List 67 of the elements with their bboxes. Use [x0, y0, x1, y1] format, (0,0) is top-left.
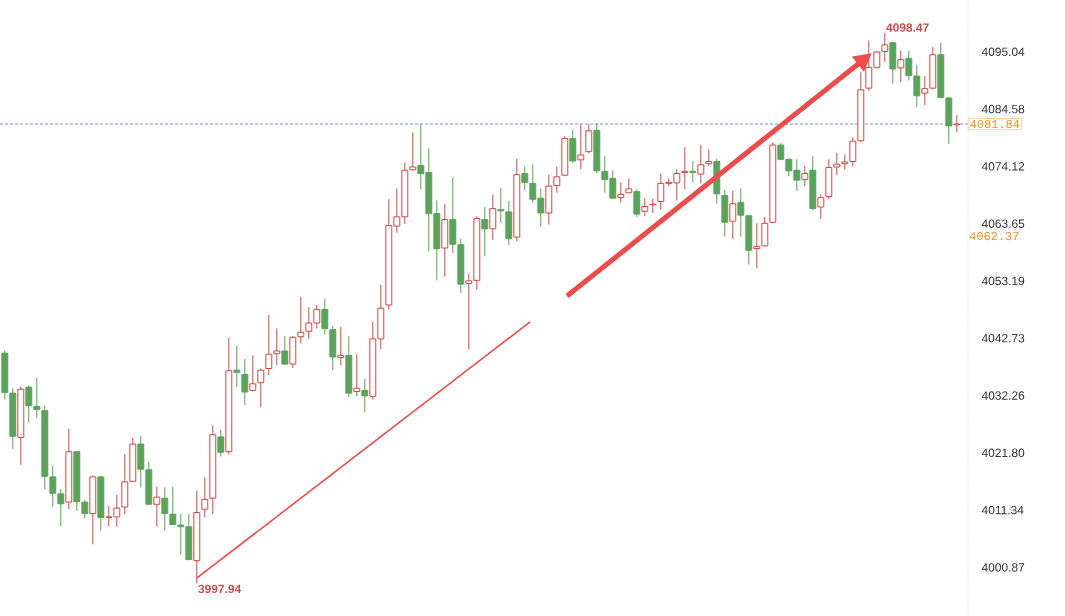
candlestick — [897, 49, 905, 83]
candlestick — [489, 193, 497, 241]
candlestick — [241, 358, 249, 406]
candlestick — [569, 129, 577, 164]
candlestick — [737, 187, 745, 238]
candlestick — [409, 131, 417, 172]
candlestick — [585, 123, 593, 154]
candlestick — [265, 314, 273, 376]
text: 4062.37 — [969, 232, 1019, 241]
candlestick — [865, 40, 873, 92]
candlestick — [81, 499, 89, 520]
candlestick — [249, 354, 257, 392]
candlestick — [801, 165, 809, 187]
candlestick — [553, 165, 561, 194]
candlestick — [497, 187, 505, 224]
candlestick — [281, 335, 289, 366]
candlestick — [817, 193, 825, 220]
candlestick — [337, 326, 345, 366]
candlestick — [321, 297, 329, 336]
y-tick-label: 4053.19 — [981, 276, 1025, 286]
candlestick — [49, 465, 57, 508]
candlestick — [577, 123, 585, 170]
candlestick — [57, 488, 65, 527]
candlestick — [33, 377, 41, 419]
y-tick-label: 4011.34 — [981, 505, 1024, 515]
candlestick — [681, 146, 689, 190]
candlestick — [753, 222, 761, 269]
candlestick — [361, 378, 369, 413]
candlestick — [169, 486, 177, 526]
candlestick — [353, 353, 361, 397]
candlestick — [697, 144, 705, 184]
ref-line-label: 4081.84 — [970, 120, 1020, 129]
y-tick-label: 4000.87 — [981, 563, 1025, 572]
candlestick — [905, 50, 913, 81]
candlestick — [481, 206, 489, 257]
candlestick — [729, 190, 737, 240]
candlestick — [161, 486, 169, 532]
candlestick — [257, 367, 265, 408]
candlestick — [233, 344, 241, 388]
candlestick — [913, 64, 921, 108]
annotation: 3997.94 — [198, 584, 242, 594]
candlestick — [521, 165, 529, 192]
y-tick-label: 4042.73 — [981, 333, 1025, 343]
y-tick-label: 4032.26 — [981, 391, 1025, 400]
candlestick — [217, 429, 225, 458]
candlestick — [833, 152, 841, 176]
candlestick — [921, 75, 929, 106]
candlestick — [465, 273, 473, 350]
y-tick-label: 4021.80 — [981, 448, 1025, 458]
candlestick — [153, 486, 161, 528]
candlestick — [881, 32, 889, 63]
candlestick — [25, 384, 33, 424]
candlestick — [297, 296, 305, 344]
candlestick — [201, 476, 209, 518]
candlestick — [617, 181, 625, 204]
candlestick — [761, 216, 769, 247]
y-tick-label: 4095.04 — [981, 47, 1025, 57]
y-tick-label: 4063.65 — [981, 219, 1025, 228]
candlestick — [641, 197, 649, 217]
candlestick — [689, 160, 697, 183]
y-tick-label: 4074.12 — [981, 162, 1025, 171]
candlestick — [273, 328, 281, 366]
y-tick-label: 4084.58 — [981, 104, 1025, 114]
annotation: 4098.47 — [886, 23, 929, 32]
candlestick — [657, 173, 665, 211]
candlestick — [633, 188, 641, 218]
candlestick — [177, 513, 185, 556]
